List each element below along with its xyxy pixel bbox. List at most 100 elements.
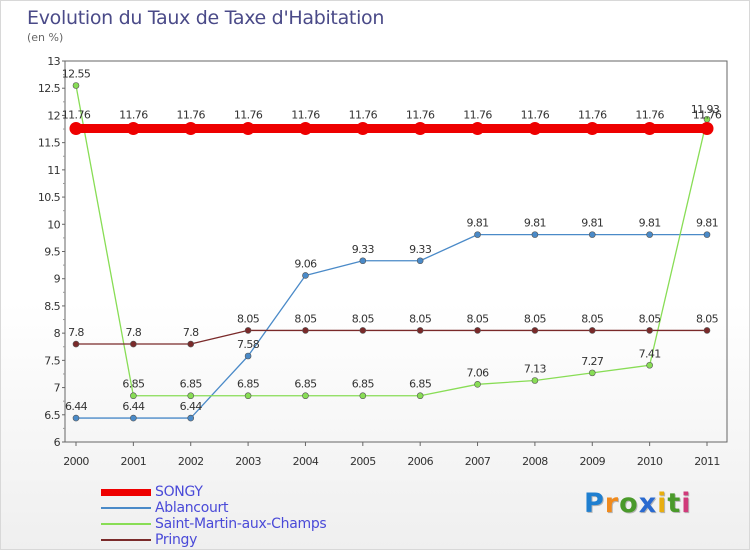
data-point — [588, 327, 596, 334]
data-label: 9.06 — [294, 257, 317, 270]
data-label: 6.85 — [180, 378, 203, 391]
x-tick-label: 2010 — [637, 455, 663, 468]
data-label: 6.85 — [409, 378, 432, 391]
data-label: 11.76 — [521, 108, 550, 121]
data-point — [187, 340, 195, 348]
data-label: 9.81 — [639, 217, 661, 230]
data-label: 7.27 — [581, 355, 604, 368]
data-label: 11.76 — [291, 108, 320, 121]
data-label: 6.85 — [294, 378, 317, 391]
data-label: 7.06 — [466, 366, 489, 379]
data-label: 11.76 — [119, 108, 148, 121]
x-tick-label: 2009 — [579, 455, 605, 468]
data-point — [703, 327, 711, 334]
logo-letter: x — [638, 488, 658, 519]
x-tick-label: 2002 — [178, 455, 204, 468]
data-label: 11.76 — [234, 108, 263, 121]
data-point — [413, 121, 427, 135]
x-tick-label: 2004 — [293, 455, 319, 468]
y-tick-label: 11.5 — [38, 137, 61, 150]
series-line-pringy — [76, 329, 707, 345]
data-point — [588, 231, 596, 238]
data-point — [588, 369, 596, 377]
data-point — [359, 257, 367, 265]
data-label: 8.05 — [524, 312, 547, 325]
data-label: 11.76 — [62, 108, 91, 121]
data-label: 9.81 — [466, 217, 488, 230]
legend-swatch — [101, 523, 151, 525]
x-tick-label: 2001 — [121, 455, 147, 468]
logo-letter: P — [584, 488, 605, 519]
data-point — [646, 361, 653, 369]
legend-label: Saint-Martin-aux-Champs — [155, 516, 327, 532]
logo-letter: i — [657, 488, 668, 519]
x-tick-label: 2008 — [522, 455, 548, 468]
data-point — [244, 327, 252, 334]
data-point — [700, 121, 714, 135]
y-tick-label: 10 — [47, 218, 60, 231]
data-point — [643, 121, 657, 135]
data-point — [531, 231, 539, 238]
y-tick-label: 6.5 — [44, 409, 60, 422]
data-label: 7.58 — [237, 338, 260, 351]
data-point — [184, 121, 198, 135]
data-label: 7.13 — [524, 362, 547, 375]
data-label: 9.81 — [524, 217, 546, 230]
data-point — [244, 352, 252, 360]
data-label: 7.41 — [639, 347, 661, 360]
data-label: 8.05 — [696, 312, 719, 325]
y-tick-label: 6 — [54, 436, 61, 449]
legend-swatch — [101, 507, 151, 509]
data-label: 6.85 — [352, 378, 375, 391]
data-point — [69, 121, 83, 135]
logo-letter: i — [681, 488, 692, 519]
data-point — [302, 392, 309, 400]
data-point — [585, 121, 599, 135]
data-label: 11.93 — [691, 103, 720, 116]
y-tick-label: 7.5 — [44, 354, 60, 367]
y-tick-label: 12.5 — [38, 82, 61, 95]
data-label: 8.05 — [352, 312, 375, 325]
x-tick-label: 2011 — [694, 455, 720, 468]
y-tick-label: 13 — [47, 55, 60, 68]
data-point — [130, 414, 137, 422]
data-point — [302, 272, 309, 279]
data-label: 12.55 — [62, 67, 91, 80]
y-tick-label: 8.5 — [44, 300, 60, 313]
logo-letter: r — [604, 488, 620, 519]
unit-label: (en %) — [27, 31, 64, 44]
series-line-ablancourt — [76, 233, 707, 419]
data-label: 6.85 — [122, 378, 145, 391]
data-point — [416, 327, 424, 334]
data-point — [187, 392, 195, 400]
x-tick-label: 2000 — [63, 455, 89, 468]
data-label: 9.81 — [696, 217, 718, 230]
data-label: 11.76 — [693, 108, 722, 121]
legend-swatch — [101, 539, 151, 541]
data-label: 9.33 — [352, 243, 375, 256]
data-label: 7.8 — [68, 326, 84, 339]
data-label: 9.81 — [581, 217, 603, 230]
y-tick-label: 11 — [47, 164, 60, 177]
proxiti-logo: Proxiti — [584, 488, 692, 519]
y-tick-label: 12 — [47, 109, 60, 122]
data-label: 8.05 — [237, 312, 260, 325]
data-point — [72, 414, 80, 422]
data-point — [298, 121, 312, 135]
series-line-saint-martin-aux-champs — [75, 85, 708, 397]
data-point — [416, 392, 424, 400]
data-point — [471, 121, 485, 135]
data-label: 9.33 — [409, 243, 432, 256]
data-label: 7.8 — [126, 326, 142, 339]
x-tick-label: 2006 — [407, 455, 433, 468]
data-point — [72, 82, 80, 89]
data-point — [244, 392, 252, 400]
data-point — [126, 121, 140, 135]
data-label: 8.05 — [409, 312, 432, 325]
y-tick-label: 10.5 — [38, 191, 61, 204]
data-point — [241, 121, 255, 135]
y-tick-label: 7 — [54, 382, 61, 395]
logo-letter: o — [619, 488, 639, 519]
data-point — [531, 377, 539, 384]
